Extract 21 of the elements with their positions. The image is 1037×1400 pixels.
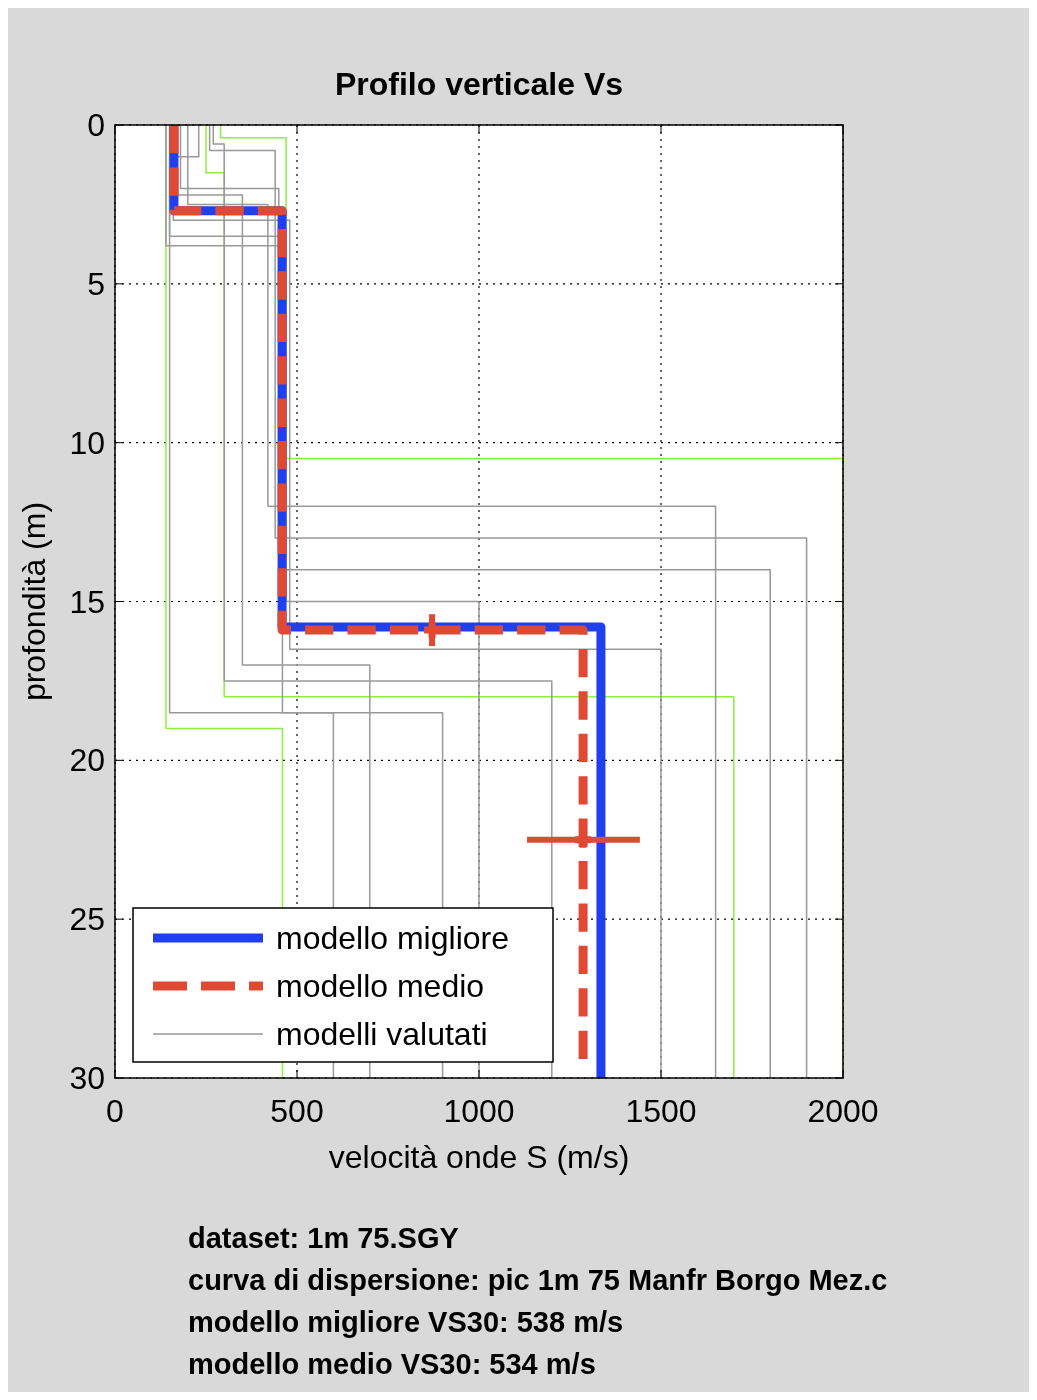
text: modello medio VS30: 534 m/s xyxy=(188,1348,596,1380)
x-tick-label: 1500 xyxy=(625,1093,697,1129)
y-tick-label: 30 xyxy=(69,1060,105,1096)
text: curva di dispersione: pic 1m 75 Manfr Borgo Mez.c xyxy=(188,1264,888,1296)
y-axis-title: profondità (m) xyxy=(16,501,52,702)
y-tick-label: 15 xyxy=(69,583,105,620)
legend-label: modelli valutati xyxy=(276,1016,488,1052)
chart-title: Profilo verticale Vs xyxy=(334,66,624,102)
x-tick-label: 1000 xyxy=(443,1093,515,1129)
y-tick-label: 20 xyxy=(69,742,105,779)
legend-label: modello migliore xyxy=(276,920,509,956)
x-tick-label: 500 xyxy=(270,1093,324,1129)
y-tick-label: 0 xyxy=(87,107,105,143)
legend-label: modello medio xyxy=(276,968,485,1004)
x-tick-label: 2000 xyxy=(807,1093,879,1129)
x-axis-title: velocità onde S (m/s) xyxy=(328,1139,630,1175)
text: modello migliore VS30: 538 m/s xyxy=(188,1306,624,1338)
y-tick-label: 10 xyxy=(69,424,105,461)
y-tick-label: 5 xyxy=(87,265,105,302)
text: dataset: 1m 75.SGY xyxy=(188,1222,459,1254)
y-tick-label: 25 xyxy=(69,901,105,938)
